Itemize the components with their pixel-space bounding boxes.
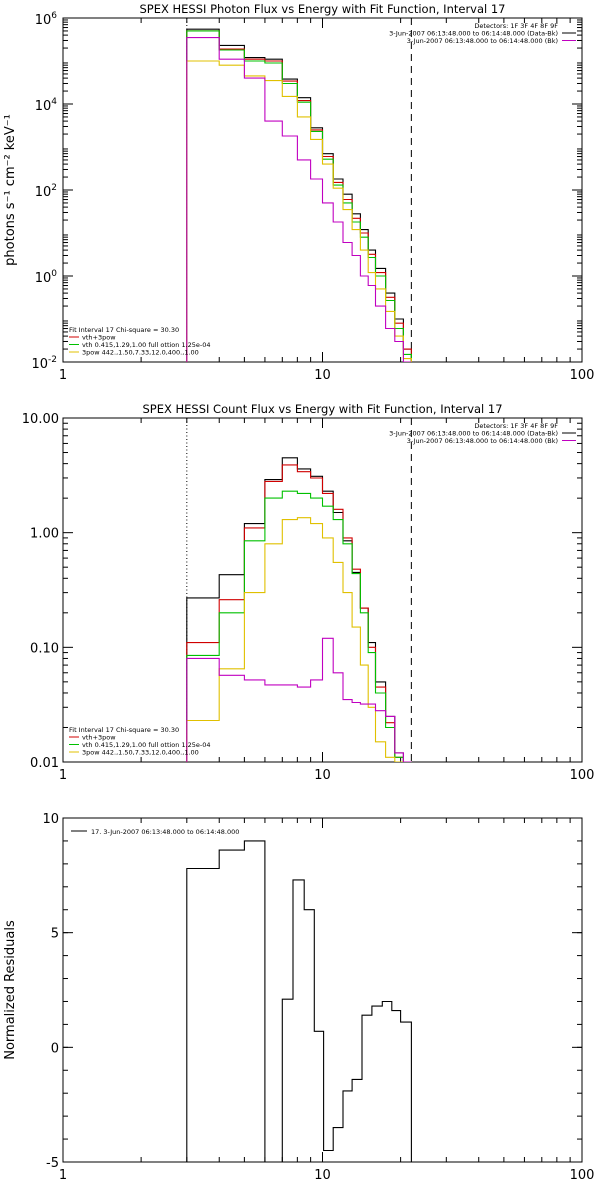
series-line-5 xyxy=(186,637,412,762)
chart-panel-3: 1 10 100 -5 0 5 10 Normalized Residuals 17. 3-Ju… xyxy=(3,812,594,1183)
x-tick-label: 10 xyxy=(314,1168,331,1183)
y-axis-label: Normalized Residuals xyxy=(3,920,18,1060)
y-tick-label: 10.00 xyxy=(22,412,59,427)
legend-top-text: 3-Jun-2007 06:13:48.000 to 06:14:48.000 … xyxy=(407,37,558,45)
series-line-4 xyxy=(186,60,412,362)
y-tick-label: 0.10 xyxy=(30,641,59,656)
x-tick-label: 10 xyxy=(314,768,331,783)
x-tick-label: 1 xyxy=(59,768,67,783)
x-tick-label: 10 xyxy=(314,368,331,383)
series-line-2 xyxy=(186,30,412,362)
x-tick-label: 100 xyxy=(570,1168,595,1183)
series-group xyxy=(186,28,412,362)
legend-bottom-text: vth 0.415,1.29,1.00 full ottion 1.25e-04 xyxy=(82,341,211,349)
series-group xyxy=(186,457,412,762)
legend-top-text: Detectors: 1F 3F 4F 8F 9F xyxy=(474,422,558,430)
y-tick-label: -5 xyxy=(46,1156,59,1171)
y-tick-label: 104 xyxy=(35,97,58,114)
series-group xyxy=(186,840,412,1162)
series-line-1 xyxy=(186,840,412,1162)
legend-bottom-text: vth+3pow xyxy=(82,334,116,342)
y-tick-label: 100 xyxy=(35,269,58,286)
legend-top-text: 17. 3-Jun-2007 06:13:48.000 to 06:14:48.… xyxy=(91,828,239,836)
series-line-3 xyxy=(186,490,412,762)
chart-title: SPEX HESSI Photon Flux vs Energy with Fi… xyxy=(139,2,505,16)
x-tick-label: 100 xyxy=(570,768,595,783)
y-tick-label: 0 xyxy=(51,1041,59,1056)
x-tick-label: 1 xyxy=(59,368,67,383)
chart-panel-1: SPEX HESSI Photon Flux vs Energy with Fi… xyxy=(3,2,594,383)
legend-top-text: 3-Jun-2007 06:13:48.000 to 06:14:48.000 … xyxy=(389,430,558,438)
legend-top-text: 3-Jun-2007 06:13:48.000 to 06:14:48.000 … xyxy=(389,30,558,38)
legend-bottom-text: Fit Interval 17 Chi-square = 30.30 xyxy=(69,326,179,334)
legend-bottom-text: vth+3pow xyxy=(82,734,116,742)
legend-top-text: Detectors: 1F 3F 4F 8F 9F xyxy=(474,22,558,30)
y-tick-label: 5 xyxy=(51,927,59,942)
chart-panel-2: SPEX HESSI Count Flux vs Energy with Fit… xyxy=(22,402,595,783)
legend-bottom-text: 3pow 442.,1.50,7.33,12.0,400.,1.00 xyxy=(82,349,199,357)
x-tick-label: 1 xyxy=(59,1168,67,1183)
y-tick-label: 10 xyxy=(42,812,59,827)
y-tick-label: 1.00 xyxy=(30,527,59,542)
y-tick-label: 106 xyxy=(35,11,58,28)
legend-bottom-text: vth 0.415,1.29,1.00 full ottion 1.25e-04 xyxy=(82,741,211,749)
y-tick-label: 102 xyxy=(35,183,57,200)
y-tick-label: 0.01 xyxy=(30,756,59,771)
legend-bottom-text: 3pow 442.,1.50,7.33,12.0,400.,1.00 xyxy=(82,749,199,757)
chart-title: SPEX HESSI Count Flux vs Energy with Fit… xyxy=(142,402,502,416)
series-line-3 xyxy=(186,30,412,362)
legend-bottom-text: Fit Interval 17 Chi-square = 30.30 xyxy=(69,726,179,734)
plot-frame xyxy=(62,417,583,763)
y-tick-label: 10-2 xyxy=(31,355,57,372)
legend-top-text: 3-Jun-2007 06:13:48.000 to 06:14:48.000 … xyxy=(407,437,558,445)
x-tick-label: 100 xyxy=(570,368,595,383)
series-line-5 xyxy=(186,37,412,362)
series-line-1 xyxy=(186,457,412,762)
plot-frame xyxy=(62,817,583,1163)
y-axis-label: photons s⁻¹ cm⁻² keV⁻¹ xyxy=(3,114,18,266)
series-line-2 xyxy=(186,464,412,762)
series-line-4 xyxy=(186,517,412,762)
series-line-1 xyxy=(186,28,412,362)
